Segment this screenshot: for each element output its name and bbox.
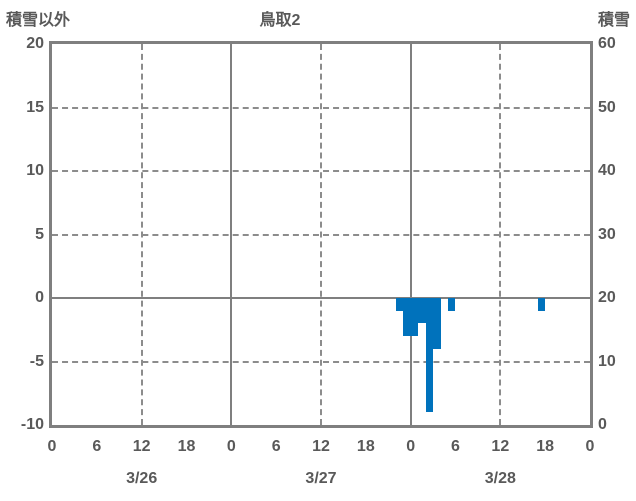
precipitation-bar <box>403 298 411 337</box>
x-axis-day-label: 3/28 <box>484 470 516 487</box>
right-axis-tick-label: 10 <box>598 352 616 370</box>
x-axis-hour-label: 12 <box>312 438 330 455</box>
x-axis-hour-label: 12 <box>491 438 510 455</box>
right-axis-tick-label: 0 <box>598 416 607 433</box>
gridline-day-boundary <box>230 44 233 425</box>
left-axis-tick-label: -10 <box>20 416 44 433</box>
x-axis-hour-label: 6 <box>271 438 281 455</box>
precipitation-bar <box>448 298 456 311</box>
x-axis-hour-label: 18 <box>356 438 375 455</box>
x-axis-hour-label: 0 <box>47 438 57 455</box>
precipitation-bar <box>537 298 546 311</box>
left-axis-tick-label: 20 <box>26 35 44 52</box>
left-axis-tick-label: 5 <box>35 225 44 243</box>
x-axis-hour-label: 18 <box>536 438 555 455</box>
chart-title: 鳥取2 <box>259 12 301 29</box>
right-axis-tick-label: 50 <box>598 98 616 116</box>
x-axis-hour-label: 6 <box>92 438 102 455</box>
x-axis-hour-label: 0 <box>406 438 416 455</box>
gridline-vertical-dashed <box>320 44 322 425</box>
left-axis-tick-label: 0 <box>35 289 44 306</box>
precipitation-bar <box>425 298 434 413</box>
x-axis-day-label: 3/26 <box>126 470 158 487</box>
left-axis-title: 積雪以外 <box>6 12 71 29</box>
left-axis-tick-label: 15 <box>26 98 44 116</box>
right-axis-title: 積雪 <box>597 12 630 29</box>
precipitation-bar <box>410 298 419 337</box>
x-axis-hour-label: 12 <box>132 438 151 455</box>
gridline-vertical-dashed <box>499 44 502 425</box>
right-axis-tick-label: 30 <box>598 225 616 243</box>
gridline-day-boundary <box>409 44 412 425</box>
precipitation-bar <box>433 298 441 349</box>
zero-line <box>52 297 590 299</box>
x-axis-hour-label: 6 <box>451 438 460 455</box>
right-axis-tick-label: 40 <box>598 162 616 179</box>
left-axis-tick-label: -5 <box>29 352 44 370</box>
x-axis-day-label: 3/27 <box>305 470 337 487</box>
plot-area <box>49 41 593 428</box>
x-axis-hour-label: 0 <box>585 438 595 455</box>
x-axis-hour-label: 0 <box>226 438 236 455</box>
left-axis-tick-label: 10 <box>26 162 44 179</box>
precipitation-bar <box>418 298 426 324</box>
x-axis-hour-label: 18 <box>177 438 196 455</box>
right-axis-tick-label: 60 <box>598 35 616 52</box>
precipitation-bar <box>395 298 404 311</box>
right-axis-tick-label: 20 <box>598 289 616 306</box>
gridline-vertical-dashed <box>140 44 143 425</box>
